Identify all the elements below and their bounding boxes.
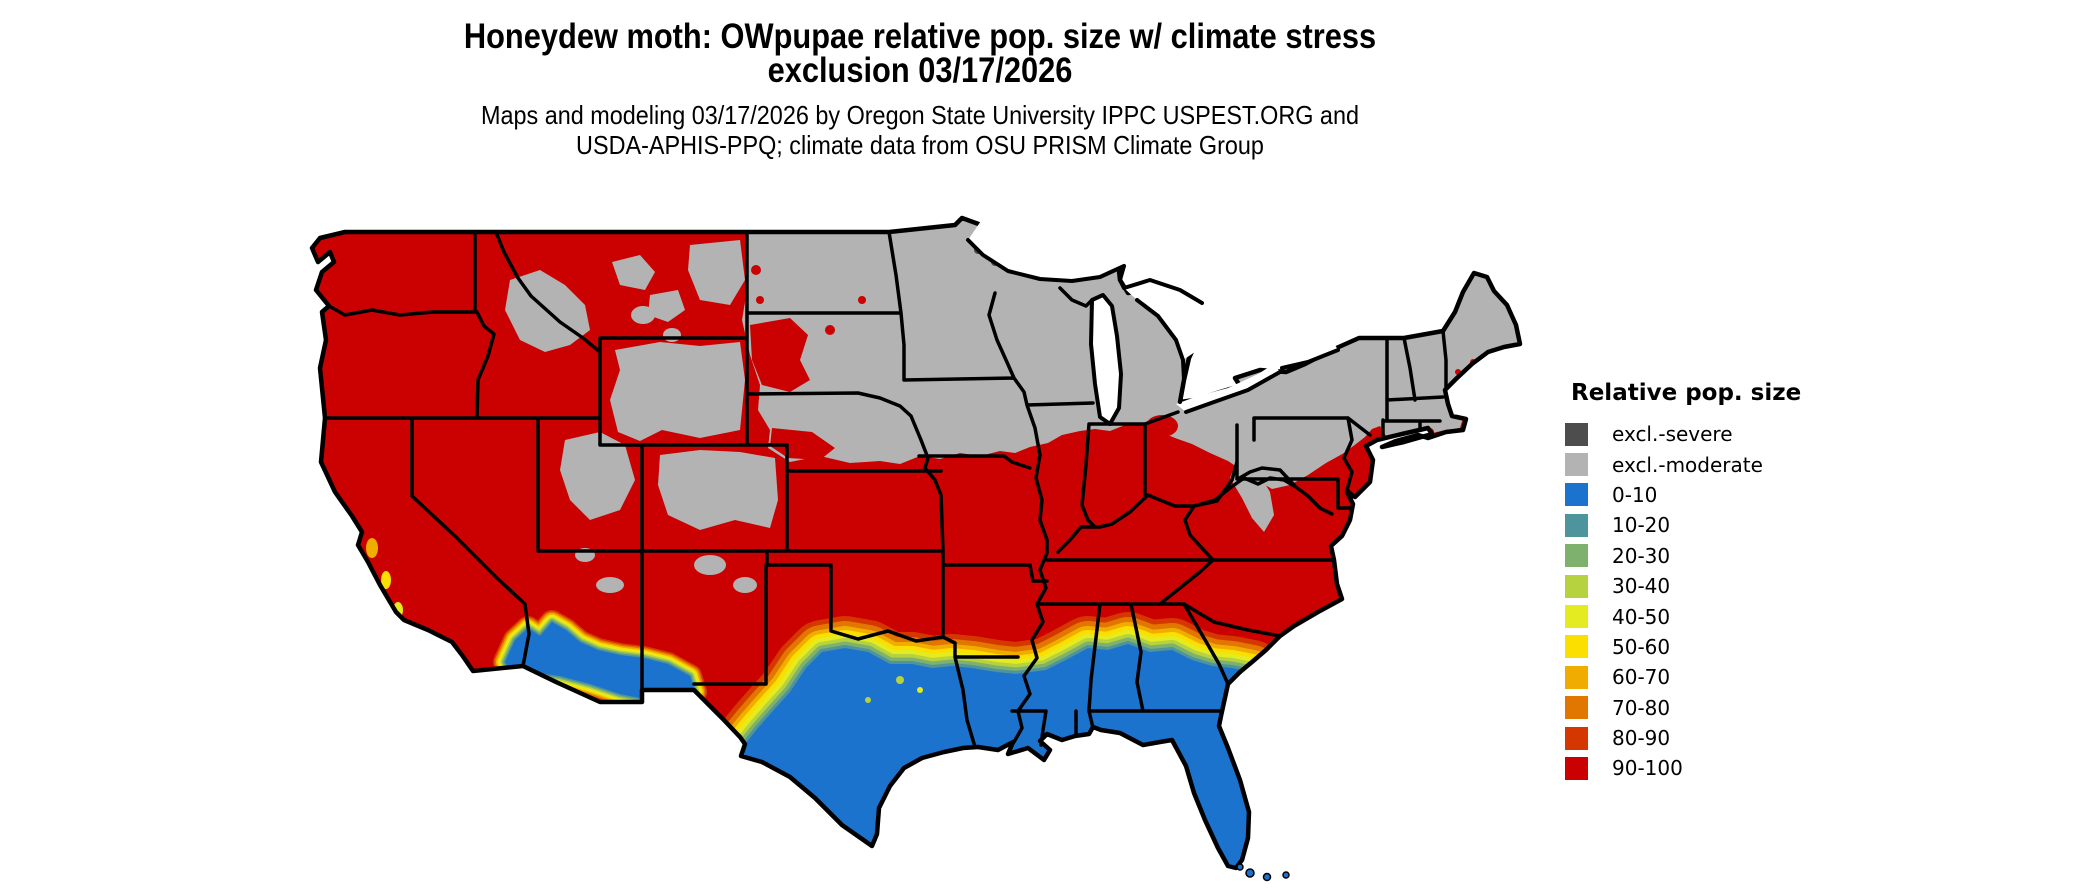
legend-label: 10-20	[1612, 513, 1671, 538]
header: Honeydew moth: OWpupae relative pop. siz…	[0, 17, 1840, 160]
subtitle-line-1: Maps and modeling 03/17/2026 by Oregon S…	[481, 100, 1359, 130]
legend-swatch-20-30	[1565, 544, 1588, 568]
legend-swatch-excl.-severe	[1565, 422, 1588, 446]
lake-michigan	[1091, 295, 1121, 424]
zone-90-100-patches	[750, 265, 1495, 460]
state-borders	[323, 230, 1448, 749]
legend-row: 70-80	[1565, 693, 1801, 723]
legend-items: excl.-severe excl.-moderate 0-10 10-20 20-30…	[1565, 419, 1801, 784]
legend-swatch-0-10	[1565, 483, 1588, 507]
title-line-1: Honeydew moth: OWpupae relative pop. siz…	[463, 17, 1377, 56]
legend-row: 20-30	[1565, 541, 1801, 571]
legend-row: 80-90	[1565, 723, 1801, 753]
legend-swatch-90-100	[1565, 756, 1588, 780]
legend-label: 30-40	[1612, 574, 1671, 599]
legend-label: 80-90	[1612, 726, 1671, 751]
conus-outline	[309, 215, 1523, 871]
zone-0-10-desert	[505, 622, 695, 702]
legend-label: excl.-moderate	[1612, 452, 1763, 477]
legend-label: 50-60	[1612, 634, 1671, 659]
lake-erie	[1176, 364, 1280, 412]
lake-superior	[968, 218, 1124, 281]
legend-row: 10-20	[1565, 510, 1801, 540]
legend-row: 90-100	[1565, 753, 1801, 783]
california-coast-patches	[366, 538, 403, 618]
legend-row: 30-40	[1565, 571, 1801, 601]
lake-ontario	[1278, 340, 1338, 368]
florida-keys	[1236, 863, 1290, 882]
legend-label: 20-30	[1612, 543, 1671, 568]
transition-bands-desert	[493, 610, 707, 714]
page-title: Honeydew moth: OWpupae relative pop. siz…	[0, 17, 1840, 90]
title-line-2: exclusion 03/17/2026	[767, 51, 1073, 90]
great-lakes	[968, 218, 1338, 424]
legend-swatch-80-90	[1565, 726, 1588, 750]
legend-label: 0-10	[1612, 482, 1658, 507]
legend: Relative pop. size excl.-severe excl.-mod…	[1565, 380, 1801, 784]
legend-row: 50-60	[1565, 632, 1801, 662]
legend-row: 60-70	[1565, 662, 1801, 692]
legend-label: 70-80	[1612, 695, 1671, 720]
legend-swatch-50-60	[1565, 635, 1588, 659]
legend-label: 90-100	[1612, 756, 1683, 781]
gulf-speckles	[865, 676, 923, 703]
legend-label: excl.-severe	[1612, 422, 1733, 447]
legend-title: Relative pop. size	[1571, 380, 1802, 406]
legend-swatch-60-70	[1565, 665, 1588, 689]
legend-label: 60-70	[1612, 665, 1671, 690]
legend-swatch-30-40	[1565, 574, 1588, 598]
lake-huron	[1124, 280, 1208, 360]
subtitle-line-2: USDA-APHIS-PPQ; climate data from OSU PR…	[576, 130, 1264, 160]
legend-swatch-excl.-moderate	[1565, 453, 1588, 477]
legend-row: 0-10	[1565, 480, 1801, 510]
legend-swatch-40-50	[1565, 605, 1588, 629]
legend-row: excl.-moderate	[1565, 449, 1801, 479]
page-subtitle: Maps and modeling 03/17/2026 by Oregon S…	[0, 100, 1840, 160]
legend-row: 40-50	[1565, 601, 1801, 631]
legend-swatch-70-80	[1565, 696, 1588, 720]
legend-label: 40-50	[1612, 604, 1671, 629]
transition-bands-gulf	[668, 612, 1332, 868]
legend-row: excl.-severe	[1565, 419, 1801, 449]
legend-swatch-10-20	[1565, 513, 1588, 537]
zone-excl-moderate-mountains	[505, 240, 1274, 593]
lake-shorelines	[966, 238, 1340, 426]
